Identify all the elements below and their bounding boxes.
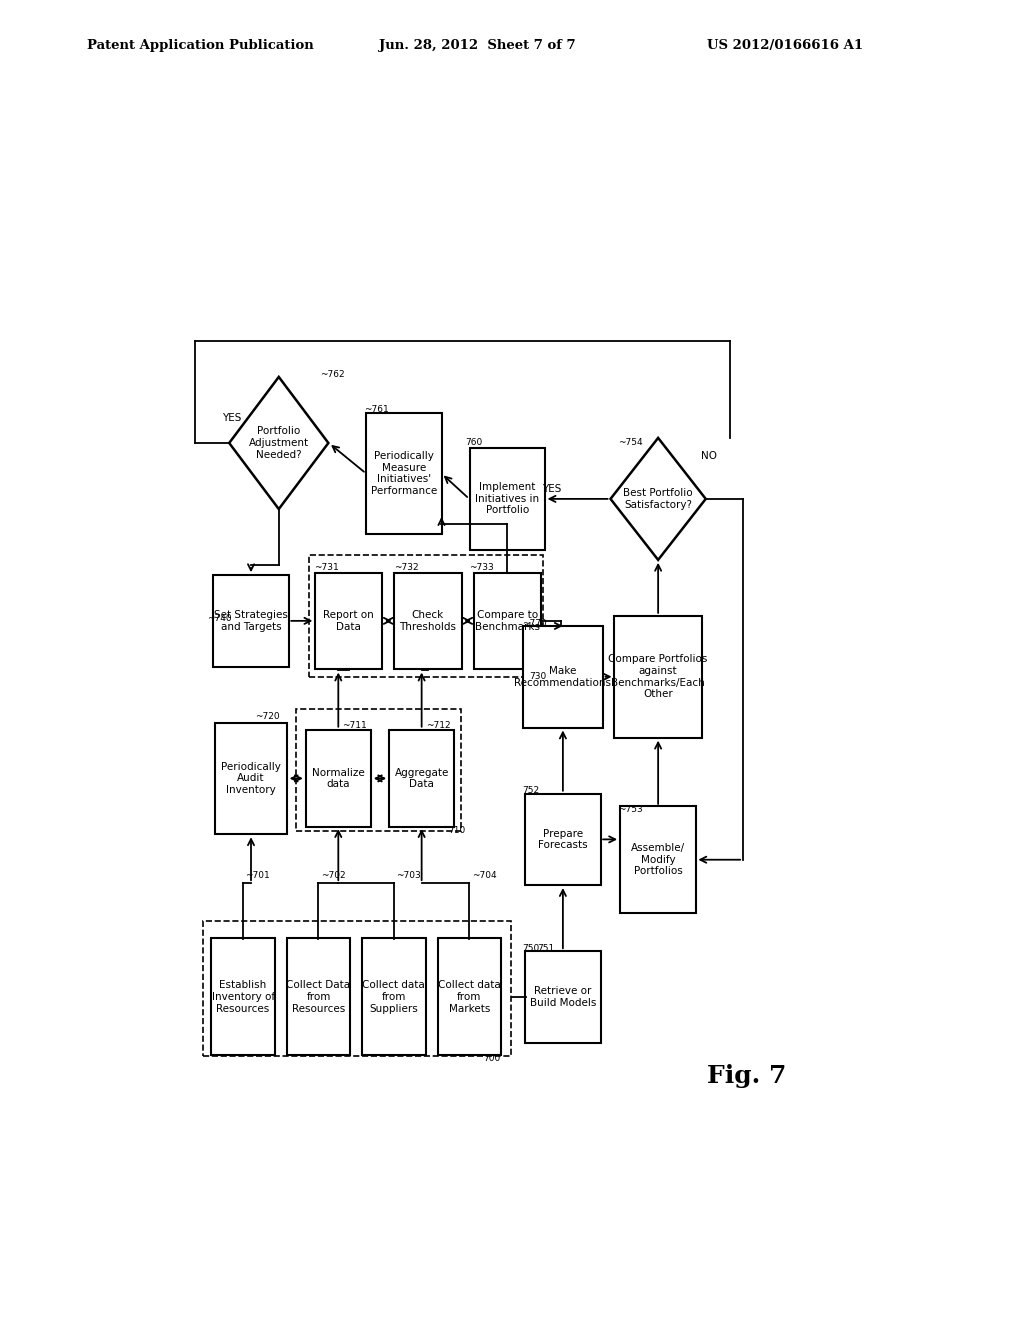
- Bar: [389, 730, 455, 826]
- Bar: [213, 576, 289, 667]
- Text: NO: NO: [701, 451, 717, 461]
- Text: Set Strategies
and Targets: Set Strategies and Targets: [214, 610, 288, 632]
- Text: Jun. 28, 2012  Sheet 7 of 7: Jun. 28, 2012 Sheet 7 of 7: [379, 38, 575, 51]
- Polygon shape: [229, 378, 329, 510]
- Bar: [204, 921, 511, 1056]
- Bar: [621, 807, 696, 913]
- Text: Implement
Initiatives in
Portfolio: Implement Initiatives in Portfolio: [475, 482, 540, 516]
- Text: Best Portfolio
Satisfactory?: Best Portfolio Satisfactory?: [624, 488, 693, 510]
- Text: Prepare
Forecasts: Prepare Forecasts: [538, 829, 588, 850]
- Text: Report on
Data: Report on Data: [324, 610, 374, 632]
- Text: 760: 760: [465, 438, 482, 447]
- Bar: [470, 447, 545, 549]
- Text: Collect data
from
Suppliers: Collect data from Suppliers: [362, 981, 425, 1014]
- Text: ~733: ~733: [469, 564, 494, 572]
- Bar: [306, 730, 371, 826]
- Text: ~702: ~702: [321, 871, 345, 880]
- Text: YES: YES: [543, 483, 561, 494]
- Text: Portfolio
Adjustment
Needed?: Portfolio Adjustment Needed?: [249, 426, 309, 459]
- Text: YES: YES: [221, 413, 241, 422]
- Text: ~761: ~761: [364, 405, 388, 414]
- Text: ~703: ~703: [396, 871, 421, 880]
- Text: Fig. 7: Fig. 7: [708, 1064, 786, 1088]
- Bar: [287, 939, 350, 1056]
- Text: Patent Application Publication: Patent Application Publication: [87, 38, 313, 51]
- Text: US 2012/0166616 A1: US 2012/0166616 A1: [707, 38, 862, 51]
- Bar: [523, 626, 602, 727]
- Bar: [394, 573, 462, 669]
- Text: 750: 750: [522, 944, 540, 953]
- Text: Establish
Inventory of
Resources: Establish Inventory of Resources: [212, 981, 274, 1014]
- Text: 752: 752: [522, 785, 540, 795]
- Text: Periodically
Audit
Inventory: Periodically Audit Inventory: [221, 762, 281, 795]
- Text: Retrieve or
Build Models: Retrieve or Build Models: [529, 986, 596, 1007]
- Text: 751: 751: [538, 944, 555, 953]
- Text: Compare to
Benchmarks: Compare to Benchmarks: [475, 610, 540, 632]
- Text: Assemble/
Modify
Portfolios: Assemble/ Modify Portfolios: [631, 843, 685, 876]
- Bar: [315, 573, 382, 669]
- Text: Periodically
Measure
Initiatives'
Performance: Periodically Measure Initiatives' Perfor…: [371, 451, 437, 496]
- Text: ~740: ~740: [207, 614, 232, 623]
- Text: ~731: ~731: [314, 564, 339, 572]
- Text: ~762: ~762: [321, 370, 345, 379]
- Bar: [614, 615, 701, 738]
- Text: ~712: ~712: [426, 721, 451, 730]
- Text: 730: 730: [528, 672, 546, 681]
- Text: Check
Thresholds: Check Thresholds: [399, 610, 457, 632]
- Bar: [437, 939, 501, 1056]
- Text: ~770: ~770: [522, 619, 547, 628]
- Bar: [215, 722, 287, 834]
- Text: ~720: ~720: [255, 713, 280, 722]
- Text: ~701: ~701: [246, 871, 270, 880]
- Text: Make
Recommendations: Make Recommendations: [514, 667, 611, 688]
- Text: Aggregate
Data: Aggregate Data: [394, 768, 449, 789]
- Text: Compare Portfolios
against
Benchmarks/Each
Other: Compare Portfolios against Benchmarks/Ea…: [608, 655, 708, 700]
- Bar: [296, 709, 461, 832]
- Text: ~732: ~732: [394, 564, 419, 572]
- Text: ~711: ~711: [342, 721, 367, 730]
- Text: Collect Data
from
Resources: Collect Data from Resources: [287, 981, 350, 1014]
- Text: ~754: ~754: [618, 438, 643, 447]
- Bar: [525, 793, 601, 886]
- Bar: [362, 939, 426, 1056]
- Bar: [525, 952, 601, 1043]
- Text: Normalize
data: Normalize data: [312, 768, 365, 789]
- Bar: [211, 939, 274, 1056]
- Bar: [474, 573, 541, 669]
- Text: ~753: ~753: [617, 805, 642, 814]
- Bar: [367, 413, 442, 535]
- Bar: [309, 554, 543, 677]
- Polygon shape: [610, 438, 706, 560]
- Text: 710: 710: [449, 826, 466, 836]
- Text: Collect data
from
Markets: Collect data from Markets: [438, 981, 501, 1014]
- Text: 700: 700: [483, 1053, 501, 1063]
- Text: ~704: ~704: [472, 871, 497, 880]
